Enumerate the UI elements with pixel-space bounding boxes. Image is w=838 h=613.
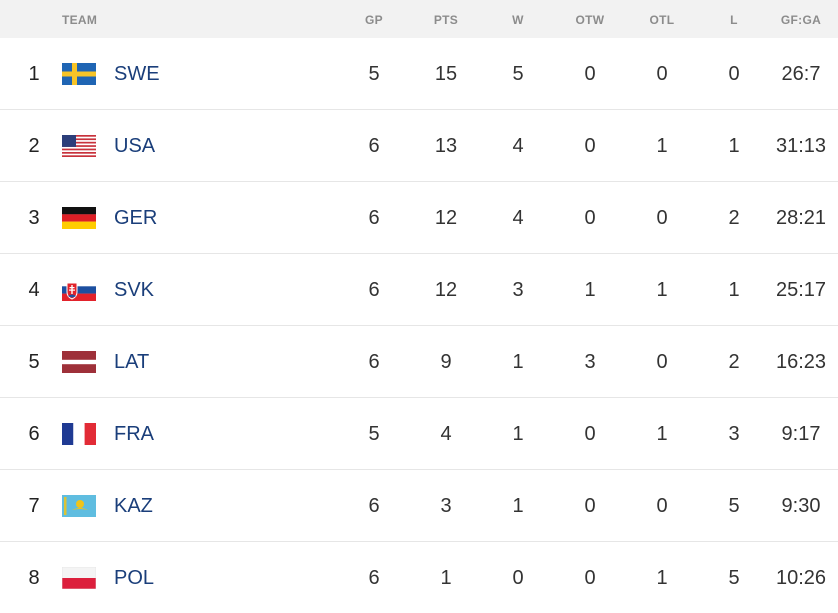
wins: 0 — [512, 567, 524, 589]
goals-for-against: 9:17 — [781, 423, 821, 445]
rank: 2 — [28, 135, 40, 157]
overtime-wins: 0 — [584, 207, 596, 229]
header-l: L — [730, 13, 738, 27]
games-played: 6 — [368, 351, 380, 373]
overtime-losses: 1 — [656, 423, 668, 445]
table-row[interactable]: 6 FRA 5 4 1 0 1 3 9:17 — [0, 398, 838, 470]
wins: 4 — [512, 207, 524, 229]
header-team: TEAM — [62, 13, 98, 27]
points: 13 — [434, 135, 458, 157]
goals-for-against: 16:23 — [775, 351, 827, 373]
overtime-losses: 1 — [656, 135, 668, 157]
wins: 5 — [512, 63, 524, 85]
games-played: 6 — [368, 279, 380, 301]
overtime-wins: 0 — [584, 135, 596, 157]
team-name[interactable]: GER — [114, 207, 158, 229]
latvia-flag-icon — [62, 351, 96, 373]
overtime-wins: 0 — [584, 567, 596, 589]
goals-for-against: 31:13 — [775, 135, 827, 157]
usa-flag-icon — [62, 135, 96, 157]
wins: 3 — [512, 279, 524, 301]
games-played: 6 — [368, 135, 380, 157]
table-row[interactable]: 5 LAT 6 9 1 3 0 2 16:23 — [0, 326, 838, 398]
goals-for-against: 10:26 — [775, 567, 827, 589]
wins: 1 — [512, 351, 524, 373]
points: 12 — [434, 207, 458, 229]
goals-for-against: 9:30 — [781, 495, 821, 517]
losses: 2 — [728, 351, 740, 373]
kazakhstan-flag-icon — [62, 495, 96, 517]
team-name[interactable]: FRA — [114, 423, 154, 445]
games-played: 5 — [368, 423, 380, 445]
wins: 1 — [512, 423, 524, 445]
overtime-wins: 3 — [584, 351, 596, 373]
rank: 5 — [28, 351, 40, 373]
wins: 1 — [512, 495, 524, 517]
team-name[interactable]: LAT — [114, 351, 150, 373]
losses: 1 — [728, 135, 740, 157]
wins: 4 — [512, 135, 524, 157]
team-name[interactable]: SWE — [114, 63, 160, 85]
overtime-losses: 1 — [656, 279, 668, 301]
header-gp: GP — [365, 13, 383, 27]
games-played: 6 — [368, 567, 380, 589]
header-w: W — [512, 13, 524, 27]
points: 4 — [440, 423, 452, 445]
team-name[interactable]: KAZ — [114, 495, 153, 517]
table-row[interactable]: 8 POL 6 1 0 0 1 5 10:26 — [0, 542, 838, 613]
overtime-losses: 0 — [656, 351, 668, 373]
points: 15 — [434, 63, 458, 85]
points: 3 — [440, 495, 452, 517]
overtime-wins: 0 — [584, 63, 596, 85]
losses: 1 — [728, 279, 740, 301]
losses: 2 — [728, 207, 740, 229]
overtime-losses: 0 — [656, 207, 668, 229]
rank: 4 — [28, 279, 40, 301]
rank: 6 — [28, 423, 40, 445]
losses: 0 — [728, 63, 740, 85]
rank: 8 — [28, 567, 40, 589]
overtime-wins: 1 — [584, 279, 596, 301]
losses: 5 — [728, 495, 740, 517]
rank: 3 — [28, 207, 40, 229]
games-played: 6 — [368, 207, 380, 229]
losses: 3 — [728, 423, 740, 445]
overtime-losses: 0 — [656, 495, 668, 517]
overtime-wins: 0 — [584, 495, 596, 517]
team-name[interactable]: POL — [114, 567, 155, 589]
rank: 7 — [28, 495, 40, 517]
games-played: 6 — [368, 495, 380, 517]
overtime-losses: 1 — [656, 567, 668, 589]
table-row[interactable]: 2 USA 6 13 4 0 1 1 31:13 — [0, 110, 838, 182]
points: 1 — [440, 567, 452, 589]
header-otl: OTL — [649, 13, 675, 27]
points: 9 — [440, 351, 452, 373]
table-row[interactable]: 3 GER 6 12 4 0 0 2 28:21 — [0, 182, 838, 254]
table-header: TEAM GP PTS W OTW OTL L GF:GA — [0, 0, 838, 38]
germany-flag-icon — [62, 207, 96, 229]
header-otw: OTW — [575, 13, 605, 27]
points: 12 — [434, 279, 458, 301]
goals-for-against: 25:17 — [775, 279, 827, 301]
rank: 1 — [28, 63, 40, 85]
sweden-flag-icon — [62, 63, 96, 85]
poland-flag-icon — [62, 567, 96, 589]
goals-for-against: 28:21 — [775, 207, 827, 229]
team-name[interactable]: USA — [114, 135, 156, 157]
games-played: 5 — [368, 63, 380, 85]
losses: 5 — [728, 567, 740, 589]
table-row[interactable]: 7 KAZ 6 3 1 0 0 5 9:30 — [0, 470, 838, 542]
table-row[interactable]: 1 SWE 5 15 5 0 0 0 26:7 — [0, 38, 838, 110]
table-row[interactable]: 4 SVK 6 12 3 1 1 1 25:17 — [0, 254, 838, 326]
team-name[interactable]: SVK — [114, 279, 155, 301]
overtime-losses: 0 — [656, 63, 668, 85]
header-gfga: GF:GA — [780, 13, 822, 27]
goals-for-against: 26:7 — [781, 63, 821, 85]
overtime-wins: 0 — [584, 423, 596, 445]
france-flag-icon — [62, 423, 96, 445]
header-pts: PTS — [433, 13, 459, 27]
slovakia-flag-icon — [62, 279, 96, 301]
